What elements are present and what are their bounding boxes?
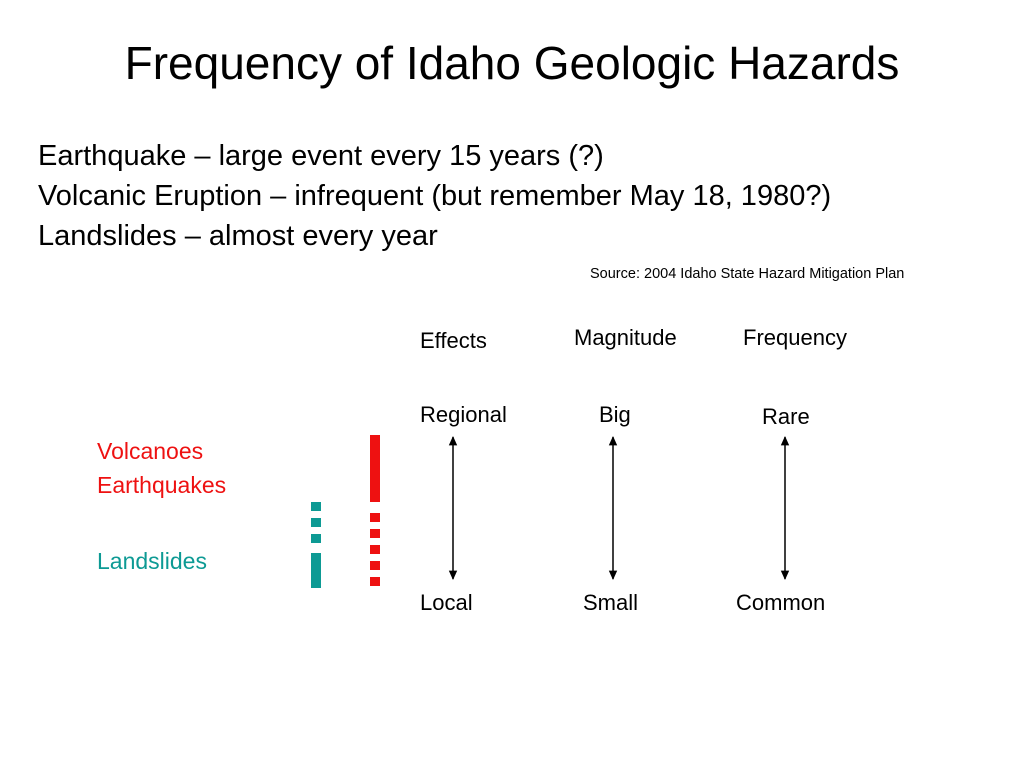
- slide-title: Frequency of Idaho Geologic Hazards: [124, 37, 900, 89]
- earthquakes-label: Earthquakes: [97, 472, 227, 498]
- effects-header: Effects: [420, 328, 487, 353]
- source-note: Source: 2004 Idaho State Hazard Mitigati…: [590, 266, 905, 282]
- common-label: Common: [736, 590, 826, 615]
- local-label: Local: [420, 590, 473, 615]
- landslide-range-bar: [311, 502, 321, 588]
- earthquake-line: Earthquake – large event every 15 years …: [38, 140, 604, 172]
- volcanic-line: Volcanic Eruption – infrequent (but reme…: [38, 180, 832, 212]
- rare-label: Rare: [762, 404, 810, 429]
- magnitude-header: Magnitude: [574, 325, 677, 350]
- regional-label: Regional: [420, 402, 507, 427]
- landslides-line: Landslides – almost every year: [38, 220, 438, 252]
- volcano-earthquake-range-bar: [370, 435, 380, 586]
- frequency-header: Frequency: [743, 325, 847, 350]
- landslides-label: Landslides: [97, 548, 207, 574]
- volcanoes-label: Volcanoes: [97, 438, 204, 464]
- small-label: Small: [583, 590, 639, 615]
- big-label: Big: [599, 402, 631, 427]
